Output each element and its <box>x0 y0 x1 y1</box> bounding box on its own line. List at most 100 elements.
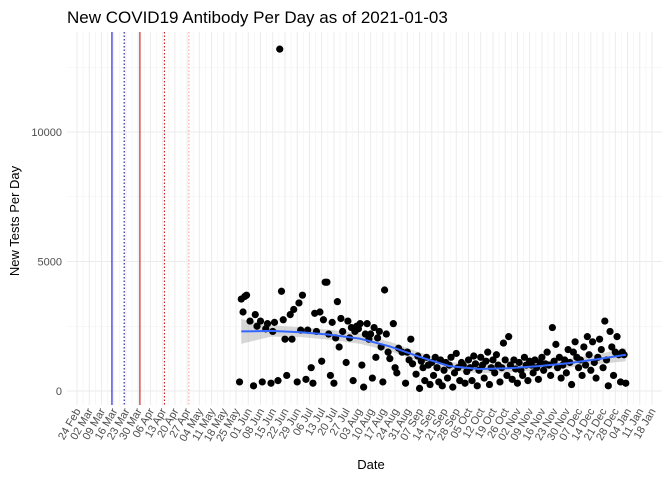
data-point <box>290 305 298 314</box>
data-point <box>597 345 605 354</box>
data-point <box>412 370 420 378</box>
data-point <box>277 287 286 295</box>
data-point <box>368 374 376 382</box>
data-point <box>379 378 387 386</box>
data-point <box>443 374 452 382</box>
data-point <box>318 357 326 365</box>
data-point <box>450 369 459 377</box>
data-point <box>242 291 251 299</box>
data-point <box>323 278 331 286</box>
data-point <box>328 318 336 326</box>
data-point <box>492 351 501 359</box>
data-point <box>496 378 504 386</box>
data-point <box>571 338 579 346</box>
y-tick-label: 5000 <box>38 257 62 269</box>
data-point <box>538 353 546 361</box>
data-point <box>374 334 382 342</box>
data-point <box>529 369 537 377</box>
y-tick-label: 10000 <box>31 127 62 139</box>
data-point <box>548 323 556 332</box>
data-point <box>499 339 508 347</box>
data-point <box>440 366 448 374</box>
data-point <box>380 286 389 294</box>
data-point <box>557 374 565 382</box>
data-point <box>485 380 494 389</box>
data-point <box>384 348 392 356</box>
data-point <box>246 317 254 325</box>
data-point <box>393 369 401 377</box>
data-point <box>349 377 357 385</box>
data-point <box>468 377 476 385</box>
data-point <box>363 320 371 328</box>
data-point <box>263 320 272 328</box>
data-point <box>375 327 383 336</box>
data-point <box>401 379 410 387</box>
data-point <box>407 335 415 343</box>
data-point <box>433 364 441 372</box>
data-point <box>608 343 616 351</box>
chart-title: New COVID19 Antibody Per Day as of 2021-… <box>67 8 448 27</box>
data-point <box>438 382 446 390</box>
grid <box>67 32 662 405</box>
data-point <box>599 364 607 372</box>
data-point <box>429 371 438 380</box>
data-point <box>491 369 499 377</box>
data-point <box>506 361 515 369</box>
data-points <box>235 45 630 393</box>
data-point <box>333 298 342 306</box>
data-point <box>583 333 591 341</box>
data-point <box>360 383 368 391</box>
data-point <box>592 374 600 382</box>
data-point <box>501 356 509 364</box>
data-point <box>578 371 586 380</box>
data-point <box>302 375 310 383</box>
data-point <box>344 317 352 325</box>
data-point <box>524 377 532 385</box>
data-point <box>574 364 583 372</box>
data-point <box>587 366 595 374</box>
data-point <box>258 378 266 386</box>
data-point <box>461 379 469 387</box>
data-point <box>520 353 529 361</box>
data-point <box>293 378 301 386</box>
data-point <box>239 308 247 316</box>
data-point <box>276 45 284 53</box>
data-point <box>449 383 457 391</box>
data-point <box>505 333 513 341</box>
data-point <box>267 379 275 387</box>
data-point <box>534 375 542 383</box>
data-point <box>251 310 259 319</box>
data-point <box>452 349 460 358</box>
data-point <box>543 348 551 356</box>
data-point <box>550 357 558 365</box>
data-point <box>588 338 597 346</box>
data-point <box>609 371 618 380</box>
data-point <box>319 316 328 324</box>
data-point <box>274 377 282 385</box>
data-point <box>547 371 555 380</box>
data-point <box>337 314 345 323</box>
y-axis-title: New Tests Per Day <box>7 165 22 276</box>
data-point <box>235 378 244 386</box>
y-tick-label: 0 <box>56 386 62 398</box>
data-point <box>464 356 473 364</box>
reference-lines <box>111 32 190 405</box>
data-point <box>309 379 317 387</box>
data-point <box>339 327 347 336</box>
data-point <box>513 379 522 387</box>
data-point <box>508 375 516 383</box>
data-point <box>326 371 335 380</box>
data-point <box>342 358 350 367</box>
data-point <box>389 320 397 328</box>
data-point <box>256 317 265 325</box>
confidence-band <box>241 318 626 374</box>
data-point <box>604 382 612 390</box>
data-point <box>581 361 590 369</box>
data-point <box>270 318 279 326</box>
data-point <box>540 366 548 374</box>
y-axis-ticks: 0 5000 10000 <box>31 127 62 398</box>
data-point <box>503 371 511 380</box>
smooth-line <box>241 329 626 370</box>
